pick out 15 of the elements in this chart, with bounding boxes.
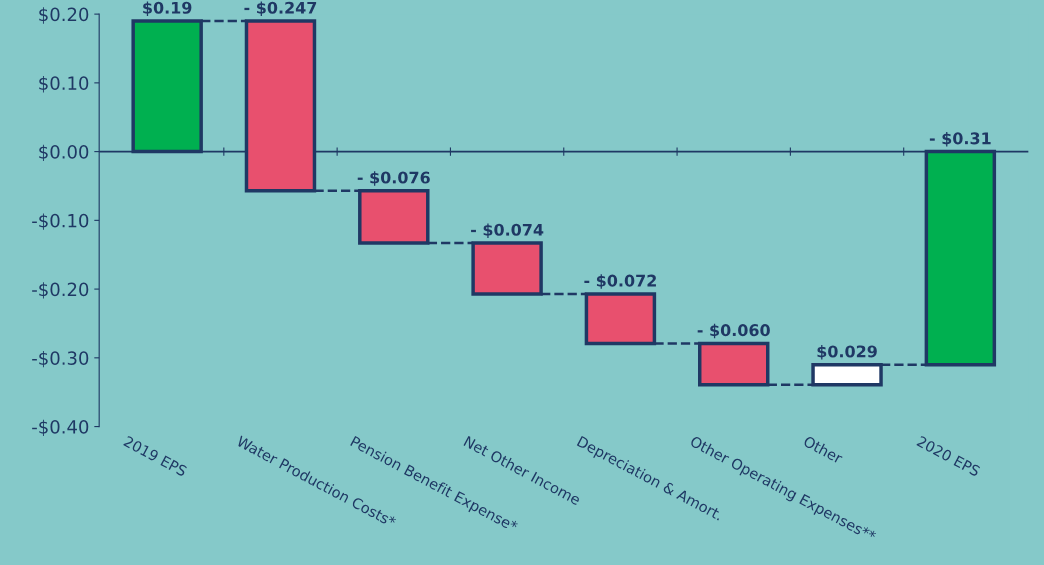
y-tick-label: -$0.40	[32, 419, 89, 437]
data-label: - $0.072	[584, 274, 656, 289]
y-tick-label: $0.20	[39, 7, 89, 24]
data-label: - $0.060	[697, 323, 770, 339]
y-tick-label: -$0.30	[32, 350, 89, 368]
data-label: $0.19	[143, 1, 192, 16]
data-label: - $0.074	[471, 223, 544, 238]
data-label: - $0.076	[357, 171, 430, 186]
data-label: - $0.247	[244, 1, 317, 16]
y-tick-label: -$0.10	[32, 213, 89, 230]
y-tick-label: $0.10	[39, 76, 89, 93]
data-label: $0.029	[817, 345, 877, 360]
y-tick-label: -$0.20	[32, 282, 89, 299]
y-tick-label: $0.00	[39, 144, 89, 162]
data-label: - $0.31	[929, 132, 991, 147]
